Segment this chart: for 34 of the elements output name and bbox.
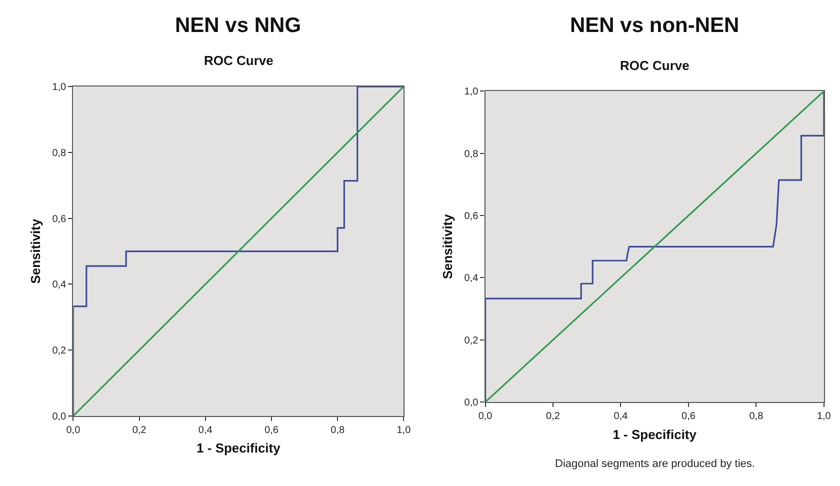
y-axis-title: Sensitivity xyxy=(440,213,456,280)
text: Diagonal segments are produced by ties. xyxy=(555,458,755,470)
y-tick-label: 0,8 xyxy=(464,148,479,160)
x-tick-label: 0,0 xyxy=(66,425,81,436)
y-tick-label: 0,6 xyxy=(52,214,67,225)
x-tick-label: 0,2 xyxy=(546,411,560,422)
y-tick-label: 1,0 xyxy=(52,82,67,94)
y-tick-label: 0,0 xyxy=(464,398,479,409)
y-tick-label: 0,8 xyxy=(52,148,67,159)
y-tick-label: 0,2 xyxy=(52,346,67,357)
x-tick-label: 0,8 xyxy=(330,425,345,436)
x-tick-label: 1,0 xyxy=(396,425,412,436)
line-series xyxy=(73,86,404,416)
x-axis-title: 1 - Specificity xyxy=(612,426,698,442)
x-tick-label: 1,0 xyxy=(816,411,832,422)
chart-title: NEN vs NNG xyxy=(175,14,302,37)
y-tick-label: 1,0 xyxy=(464,86,479,98)
chart-subtitle: ROC Curve xyxy=(204,53,274,68)
x-tick-label: 0,2 xyxy=(132,425,147,436)
x-tick-label: 0,6 xyxy=(264,425,279,436)
x-tick-label: 0,6 xyxy=(682,411,696,422)
x-axis-title: 1 - Specificity xyxy=(196,440,282,456)
y-tick-label: 0,4 xyxy=(464,273,479,284)
y-tick-label: 0,4 xyxy=(52,280,67,291)
y-tick-label: 0,2 xyxy=(464,335,479,346)
line-series xyxy=(485,91,824,402)
x-tick-label: 0,8 xyxy=(749,411,764,422)
chart-subtitle: ROC Curve xyxy=(620,58,690,73)
x-tick-label: 0,4 xyxy=(614,411,628,422)
x-tick-label: 0,0 xyxy=(478,411,493,422)
y-axis-title: Sensitivity xyxy=(28,218,44,284)
y-tick-label: 0,6 xyxy=(464,211,479,222)
chart-title: NEN vs non-NEN xyxy=(570,14,740,37)
x-tick-label: 0,4 xyxy=(198,425,213,436)
